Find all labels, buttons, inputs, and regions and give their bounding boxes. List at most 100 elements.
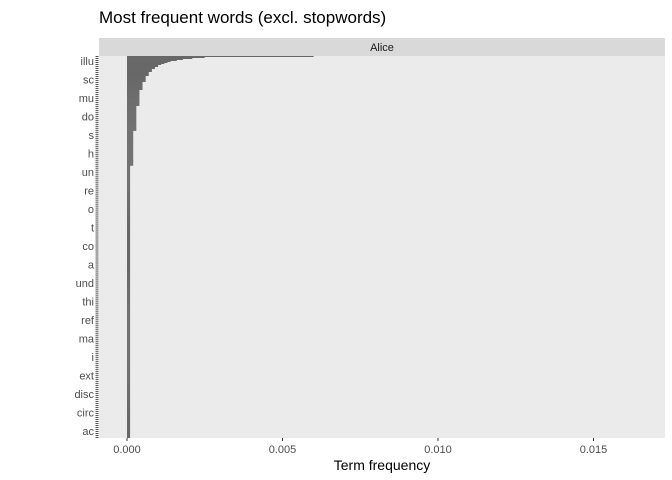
bar bbox=[126, 74, 149, 75]
bar bbox=[126, 401, 131, 403]
bar bbox=[126, 100, 140, 102]
bar bbox=[126, 297, 131, 299]
bar bbox=[126, 228, 131, 230]
bar bbox=[126, 317, 131, 319]
y-tick-label: t bbox=[91, 223, 94, 235]
bar bbox=[126, 249, 131, 251]
bar bbox=[126, 244, 131, 246]
bar bbox=[126, 124, 137, 126]
bar bbox=[126, 255, 131, 257]
bar bbox=[126, 362, 131, 364]
bar bbox=[126, 393, 131, 395]
bar bbox=[126, 107, 137, 109]
bar bbox=[126, 211, 131, 213]
bar bbox=[126, 216, 131, 218]
bar bbox=[126, 268, 131, 270]
bar bbox=[126, 298, 131, 300]
bar bbox=[126, 83, 143, 85]
bar bbox=[126, 173, 131, 175]
bar bbox=[126, 68, 155, 69]
bar bbox=[126, 329, 131, 331]
bar bbox=[126, 410, 131, 412]
bar bbox=[126, 148, 134, 150]
bar bbox=[126, 222, 131, 224]
bar bbox=[126, 206, 131, 208]
bar bbox=[126, 125, 137, 127]
bar bbox=[126, 191, 131, 193]
bar bbox=[126, 109, 137, 111]
bar bbox=[126, 138, 134, 140]
bar bbox=[126, 208, 131, 210]
bar bbox=[126, 296, 131, 298]
bar bbox=[126, 344, 131, 346]
bar bbox=[126, 215, 131, 217]
bar bbox=[126, 78, 146, 80]
bar bbox=[126, 408, 131, 410]
bar bbox=[126, 248, 131, 250]
bar bbox=[126, 428, 131, 429]
bar bbox=[126, 129, 137, 131]
bar bbox=[126, 379, 131, 381]
bar bbox=[126, 396, 131, 398]
bar bbox=[126, 126, 137, 128]
bar bbox=[126, 413, 131, 415]
bar bbox=[126, 316, 131, 318]
bar bbox=[126, 108, 137, 110]
bar bbox=[126, 377, 131, 379]
y-tick-label: und bbox=[76, 278, 94, 290]
bar bbox=[126, 394, 131, 396]
bar bbox=[126, 213, 131, 215]
bar bbox=[126, 220, 131, 222]
bar bbox=[126, 203, 131, 205]
bar bbox=[126, 336, 131, 338]
bar bbox=[126, 303, 131, 305]
bar bbox=[126, 380, 131, 382]
bar bbox=[126, 262, 131, 264]
bar bbox=[126, 210, 131, 212]
bar bbox=[126, 409, 131, 411]
bar bbox=[126, 437, 131, 438]
bar bbox=[126, 69, 152, 70]
bar bbox=[126, 151, 134, 153]
y-tick-label: o bbox=[88, 204, 94, 216]
bar bbox=[126, 398, 131, 400]
chart-title: Most frequent words (excl. stopwords) bbox=[99, 8, 386, 27]
bar bbox=[126, 328, 131, 330]
bar bbox=[126, 275, 131, 277]
bar bbox=[126, 154, 134, 156]
bar bbox=[126, 184, 131, 186]
bar bbox=[126, 258, 131, 260]
bar bbox=[126, 315, 131, 317]
bar bbox=[126, 414, 131, 416]
bar bbox=[126, 247, 131, 249]
bar bbox=[126, 116, 137, 118]
bar bbox=[126, 139, 134, 141]
bar bbox=[126, 260, 131, 262]
bar bbox=[126, 276, 131, 278]
bar bbox=[126, 136, 134, 138]
bar bbox=[126, 165, 131, 167]
bar bbox=[126, 334, 131, 336]
bar bbox=[126, 266, 131, 268]
bar bbox=[126, 318, 131, 320]
bar bbox=[126, 147, 134, 149]
bar bbox=[126, 285, 131, 287]
bar bbox=[126, 156, 134, 158]
bar bbox=[126, 308, 131, 310]
bar bbox=[126, 283, 131, 285]
bar bbox=[126, 246, 131, 248]
bar bbox=[126, 357, 131, 359]
y-tick-label: do bbox=[82, 112, 94, 124]
bar bbox=[126, 321, 131, 323]
bar bbox=[126, 113, 137, 115]
bar bbox=[126, 435, 131, 436]
bar bbox=[126, 331, 131, 333]
bar bbox=[126, 205, 131, 207]
bar bbox=[126, 378, 131, 380]
bar bbox=[126, 118, 137, 120]
bar bbox=[126, 231, 131, 233]
bar bbox=[126, 361, 131, 363]
bar bbox=[126, 355, 131, 357]
bar bbox=[126, 122, 137, 124]
bar bbox=[126, 97, 140, 99]
